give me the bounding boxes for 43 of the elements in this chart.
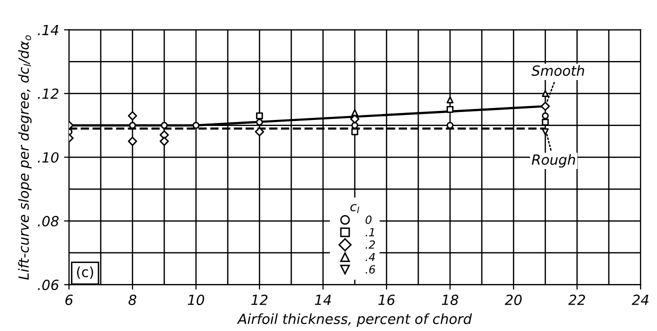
x-tick-label: 6 — [65, 294, 73, 306]
y-axis-title: Lift-curve slope per degree, dc$_{l}$/dα$_{o}$ — [18, 35, 32, 280]
annotation: Rough — [532, 154, 576, 168]
y-tick-label: .08 — [38, 216, 59, 226]
legend-title: c$_{l}$ — [350, 204, 360, 214]
point — [351, 128, 358, 136]
point — [542, 118, 549, 126]
legend-label: .1 — [366, 228, 374, 236]
x-tick-label: 18 — [442, 294, 458, 306]
point — [446, 106, 454, 113]
point — [160, 136, 169, 146]
legend-label: 0 — [366, 216, 372, 224]
x-tick-label: 20 — [504, 294, 522, 306]
y-tick-label: .06 — [38, 280, 59, 290]
legend-label: .4 — [366, 252, 375, 262]
legend-label: .2 — [366, 240, 375, 249]
point — [446, 96, 454, 104]
point — [256, 112, 263, 120]
x-axis-title: Airfoil thickness, percent of chord — [236, 313, 472, 327]
point — [542, 128, 549, 136]
legend-label: .6 — [366, 265, 376, 274]
point — [256, 118, 263, 126]
x-tick-label: 14 — [314, 294, 331, 305]
x-tick-label: 16 — [378, 294, 395, 306]
point — [542, 112, 549, 120]
point — [540, 102, 550, 111]
point — [254, 127, 264, 136]
point — [192, 122, 200, 129]
point — [128, 111, 138, 120]
point — [160, 122, 168, 129]
y-tick-label: .10 — [38, 152, 59, 163]
x-tick-label: 12 — [251, 294, 268, 305]
y-tick-label: .14 — [38, 24, 58, 36]
x-tick-label: 8 — [128, 294, 136, 306]
point — [542, 90, 549, 97]
point — [128, 136, 138, 146]
point — [351, 109, 358, 116]
y-tick-label: .12 — [38, 88, 58, 99]
annotation: Smooth — [532, 65, 584, 76]
x-tick-label: 10 — [188, 294, 204, 306]
annotation: (c) — [77, 266, 94, 279]
x-tick-label: 22 — [568, 294, 586, 305]
x-tick-label: 24 — [632, 294, 648, 305]
